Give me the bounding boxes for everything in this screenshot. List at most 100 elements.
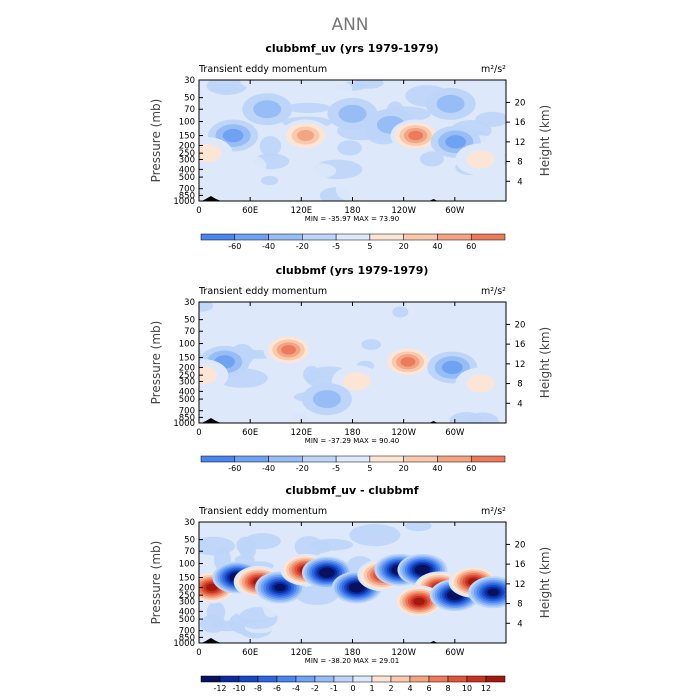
colorbar-label: -40 [262,464,275,473]
colorbar-swatch [335,455,371,463]
y-tick-label: 300 [179,155,195,165]
field-texture [309,538,354,551]
y2-tick-label: 8 [517,158,522,168]
terrain [201,638,222,643]
y-tick-label: 200 [179,141,195,151]
colorbar-label: 0 [350,684,355,693]
colorbar-label: -4 [292,684,300,693]
colorbar-label: 5 [367,242,372,251]
y-tick-label: 150 [179,354,195,364]
field-texture [344,405,363,420]
field-texture [421,613,440,634]
y2-tick-label: 12 [515,138,526,148]
y2-tick-label: 20 [515,98,526,108]
y2-tick-label: 4 [517,177,522,187]
x-tick-label: 60W [445,648,465,658]
colorbar-swatch [238,675,259,683]
x-tick-label: 60W [445,206,465,216]
y-tick-label: 1000 [173,639,195,649]
colorbar-label: -2 [311,684,319,693]
x-tick-label: 0 [196,428,201,438]
field-texture [405,522,432,532]
field-texture [285,102,331,113]
y-tick-label: 150 [179,132,195,142]
units-label: m²/s² [481,286,506,297]
field-texture [199,302,214,312]
y-tick-label: 30 [184,518,195,528]
contour-field [199,80,506,201]
colorbar-swatch [200,455,236,463]
y-tick-label: 30 [184,298,195,308]
panel-subtitle: Transient eddy momentum [198,64,327,75]
y2-tick-label: 12 [515,580,526,590]
panel-title: clubbmf_uv (yrs 1979-1979) [265,42,438,55]
colorbar-swatch [234,455,269,463]
field-texture [335,623,374,643]
data-feature-5 [319,567,335,578]
colorbar-label: 20 [399,242,409,251]
field-texture [349,524,401,547]
colorbar-label: 2 [388,684,393,693]
colorbar-swatch [219,675,240,683]
data-feature-5 [466,150,495,169]
x-tick-label: 0 [196,648,201,658]
y-tick-label: 1000 [173,419,195,429]
field-texture [199,118,218,129]
colorbar-swatch [470,233,506,241]
y2-tick-label: 16 [515,118,526,128]
contour-field [199,522,506,643]
field-texture [210,84,238,93]
y-tick-label: 250 [179,149,195,159]
y2-tick-label: 16 [515,560,526,570]
data-feature-3 [441,360,463,375]
chart-panel-3: clubbmf_uv - clubbmf Transient eddy momen… [149,484,552,693]
y-tick-label: 50 [184,94,195,104]
min-max-label: MIN = -37.29 MAX = 90.40 [305,437,399,445]
data-feature-3 [408,130,424,141]
y-tick-label: 500 [179,615,195,625]
colorbar-swatch [437,233,472,241]
colorbar-label: 10 [462,684,472,693]
y2-tick-label: 4 [517,619,522,629]
x-tick-label: 60W [445,428,465,438]
y2-tick-label: 16 [515,340,526,350]
y-tick-label: 700 [179,407,195,417]
field-texture [276,166,296,183]
y-tick-label: 150 [179,574,195,584]
colorbar-swatch [276,675,297,683]
x-tick-label: 0 [196,206,201,216]
colorbar-swatch [428,675,449,683]
colorbar-label: 5 [367,464,372,473]
y-tick-label: 500 [179,173,195,183]
field-texture [265,407,315,423]
data-feature-8 [253,100,282,119]
colorbar-swatch [257,675,278,683]
data-feature-6 [342,372,371,391]
y-tick-label: 700 [179,185,195,195]
y-tick-label: 200 [179,583,195,593]
field-texture [361,339,382,350]
colorbar-swatch [390,675,411,683]
colorbar-label: -12 [213,684,226,693]
data-feature-14 [487,588,499,597]
field-texture [296,585,338,605]
y-tick-label: 400 [179,387,195,397]
colorbar-swatch [409,675,430,683]
colorbar-swatch [485,675,506,683]
field-texture [260,175,279,186]
x-tick-label: 120W [391,428,416,438]
colorbar-swatch [268,233,303,241]
field-texture [335,177,369,201]
colorbar-label: 6 [426,684,431,693]
chart-panel-2: clubbmf (yrs 1979-1979) Transient eddy mo… [149,264,552,473]
field-texture [320,349,360,361]
y2-tick-label: 4 [517,399,522,409]
colorbar-label: -5 [332,464,340,473]
y-axis-label: Pressure (mb) [149,541,163,625]
colorbar-label: -6 [273,684,281,693]
colorbar-label: 1 [369,684,374,693]
colorbar-label: 60 [466,464,476,473]
data-feature-7 [312,390,341,409]
colorbar-swatch [200,675,221,683]
units-label: m²/s² [481,506,506,517]
